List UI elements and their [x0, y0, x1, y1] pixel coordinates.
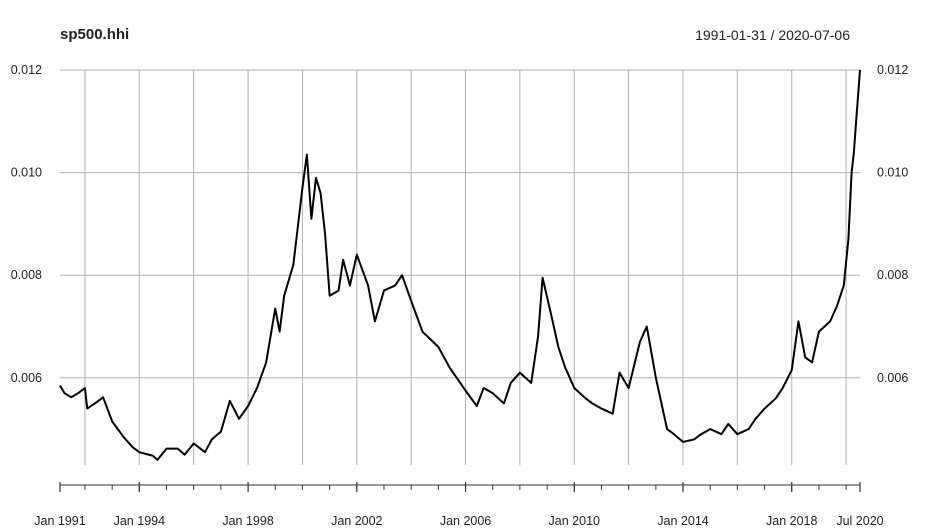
x-tick-label: Jan 1991 — [34, 514, 85, 528]
y-tick-label-left: 0.006 — [11, 371, 42, 385]
x-tick-label: Jan 2010 — [549, 514, 600, 528]
x-tick-label: Jul 2020 — [836, 514, 883, 528]
y-tick-label-right: 0.010 — [877, 166, 908, 180]
series-line — [59, 69, 861, 461]
y-tick-label-left: 0.008 — [11, 268, 42, 282]
x-tick-label: Jan 2002 — [331, 514, 382, 528]
x-tick-label: Jan 1998 — [222, 514, 273, 528]
x-tick-label: Jan 2014 — [657, 514, 708, 528]
y-tick-label-left: 0.010 — [11, 166, 42, 180]
x-tick-label: Jan 2006 — [440, 514, 491, 528]
y-tick-label-right: 0.012 — [877, 63, 908, 77]
y-tick-label-right: 0.008 — [877, 268, 908, 282]
x-tick-label: Jan 2018 — [766, 514, 817, 528]
y-tick-label-left: 0.012 — [11, 63, 42, 77]
x-tick-label: Jan 1994 — [114, 514, 165, 528]
chart-date-range: 1991-01-31 / 2020-07-06 — [695, 27, 850, 43]
y-tick-label-right: 0.006 — [877, 371, 908, 385]
chart-title: sp500.hhi — [60, 26, 130, 43]
